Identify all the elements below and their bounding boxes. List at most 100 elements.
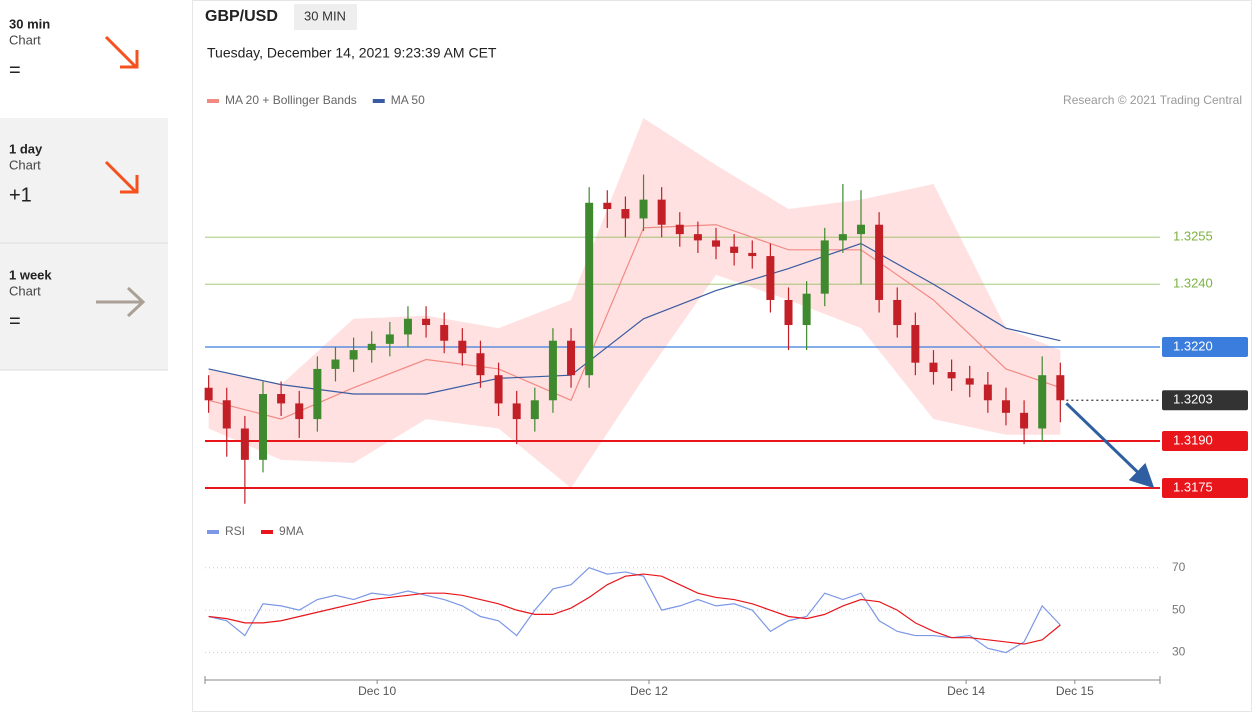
candle-body: [476, 353, 485, 376]
candle-body: [929, 362, 938, 373]
candle-body: [983, 384, 992, 401]
y-tick-label: 70: [1172, 560, 1186, 574]
candle-body: [838, 234, 847, 241]
candle-body: [1020, 412, 1029, 429]
period: 1 day: [9, 141, 43, 156]
rating: =: [9, 310, 21, 332]
rating: =: [9, 59, 21, 81]
level-label: 1.3220: [1173, 338, 1213, 353]
symbol: GBP/USD: [205, 8, 278, 25]
candle-body: [766, 256, 775, 300]
arrow-icon: [96, 286, 146, 318]
candle-body: [784, 299, 793, 326]
legend-swatch: [207, 99, 219, 103]
legend-swatch: [372, 99, 385, 103]
candle-body: [331, 359, 340, 369]
arrow-icon: [104, 160, 139, 194]
candle-body: [530, 400, 539, 420]
candle-body: [603, 202, 612, 210]
legend-label: MA 50: [391, 93, 425, 107]
candle-body: [657, 199, 666, 225]
candle-body: [802, 293, 811, 326]
candle-body: [911, 325, 920, 363]
candle-body: [730, 246, 739, 253]
candle-body: [458, 340, 467, 354]
level-label-box: [1162, 431, 1248, 452]
interval-badge: [294, 4, 357, 30]
level-label-box: [1162, 478, 1248, 499]
candle-body: [349, 350, 358, 360]
level-label-box: [1162, 336, 1248, 357]
sidebar: 30 min Chart = 1 day Chart +1 1 week Cha…: [0, 16, 168, 371]
arrow-icon: [104, 35, 139, 69]
level-label-box: [1162, 390, 1248, 411]
legend-swatch: [261, 530, 274, 534]
timestamp: Tuesday, December 14, 2021 9:23:39 AM CE…: [207, 45, 497, 61]
candle-body: [240, 428, 249, 460]
bollinger-band: [208, 118, 1061, 489]
candle-body: [422, 318, 431, 326]
candle-body: [639, 199, 648, 219]
legend-label: 9MA: [279, 524, 304, 538]
candle-body: [1001, 400, 1010, 413]
period: 30 min: [9, 16, 50, 31]
label: Chart: [9, 283, 41, 298]
candle-body: [712, 240, 721, 247]
candle-body: [385, 334, 394, 344]
candle-body: [367, 343, 376, 351]
forecast-arrow: [1065, 402, 1155, 489]
candle-body: [1038, 375, 1047, 429]
sidebar-bg: [0, 118, 168, 370]
sidebar-item[interactable]: 30 min Chart =: [9, 16, 139, 81]
candle-body: [258, 394, 267, 460]
rating: +1: [9, 184, 32, 206]
level-label: 1.3255: [1173, 229, 1213, 244]
candle-body: [947, 372, 956, 379]
y-tick-label: 50: [1172, 602, 1186, 616]
candle-body: [567, 340, 576, 376]
candle-body: [222, 400, 231, 429]
candle-body: [494, 375, 503, 404]
legend-swatch: [207, 530, 219, 534]
x-tick-label: Dec 10: [358, 684, 396, 698]
candle-body: [875, 224, 884, 300]
indicator-line: [208, 567, 1061, 654]
candle-body: [675, 224, 684, 235]
sidebar-item[interactable]: 1 week Chart =: [9, 267, 146, 332]
candle-body: [856, 224, 865, 235]
indicator-line: [208, 242, 1061, 395]
candle-body: [313, 368, 322, 420]
candle-body: [204, 387, 213, 401]
level-label: 1.3175: [1173, 479, 1213, 494]
level-label: 1.3190: [1173, 432, 1213, 447]
label: Chart: [9, 32, 41, 47]
period: 1 week: [9, 267, 52, 282]
y-tick-label: 30: [1172, 645, 1186, 659]
candle-body: [585, 202, 594, 376]
legend-label: MA 20 + Bollinger Bands: [225, 93, 357, 107]
candle-body: [512, 403, 521, 420]
candle-body: [621, 209, 630, 219]
label: Chart: [9, 157, 41, 172]
x-tick-label: Dec 12: [630, 684, 668, 698]
x-tick-label: Dec 14: [947, 684, 985, 698]
candle-body: [295, 403, 304, 420]
level-label: 1.3240: [1173, 276, 1213, 291]
candle-body: [440, 325, 449, 341]
indicator-line: [208, 573, 1061, 645]
interval: 30 MIN: [304, 8, 346, 23]
candle-body: [403, 318, 412, 335]
candle-body: [820, 240, 829, 294]
candle-body: [693, 234, 702, 241]
candle-body: [277, 394, 286, 404]
x-tick-label: Dec 15: [1056, 684, 1094, 698]
level-label: 1.3203: [1173, 392, 1213, 407]
candle-body: [748, 252, 757, 257]
candle-body: [548, 340, 557, 401]
credit: Research © 2021 Trading Central: [1063, 93, 1242, 107]
candle-body: [893, 299, 902, 326]
sidebar-item[interactable]: 1 day Chart +1: [9, 141, 139, 206]
legend-label: RSI: [225, 524, 245, 538]
